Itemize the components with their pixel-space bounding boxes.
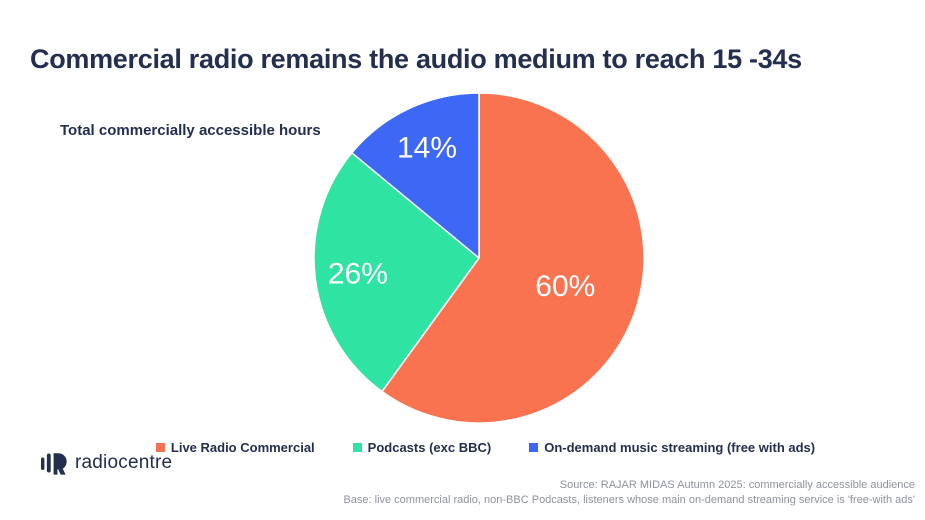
pie-slice-2 bbox=[351, 92, 480, 259]
source-line-1: Source: RAJAR MIDAS Autumn 2025: commerc… bbox=[559, 479, 915, 491]
legend-label: Podcasts (exc BBC) bbox=[367, 440, 492, 455]
legend-item-2: On-demand music streaming (free with ads… bbox=[529, 440, 815, 455]
source-note: Source: RAJAR MIDAS Autumn 2025: commerc… bbox=[343, 478, 915, 508]
legend-swatch-icon bbox=[529, 443, 539, 452]
pie-chart-svg: 60% 26% 14% bbox=[313, 92, 645, 424]
radiocentre-logo: radiocentre bbox=[40, 448, 172, 477]
chart-subtitle: Total commercially accessible hours bbox=[60, 122, 321, 139]
pie-chart: 60% 26% 14% bbox=[311, 90, 647, 426]
legend-swatch-icon bbox=[352, 443, 362, 452]
legend-item-0: Live Radio Commercial bbox=[155, 440, 315, 455]
source-line-2: Base: live commercial radio, non-BBC Pod… bbox=[343, 494, 915, 506]
page-title: Commercial radio remains the audio mediu… bbox=[30, 44, 802, 75]
pie-slice-value-label: 14% bbox=[397, 132, 457, 165]
legend-label: On-demand music streaming (free with ads… bbox=[544, 440, 816, 455]
pie-slice-1 bbox=[313, 152, 480, 393]
radiocentre-logo-icon bbox=[41, 453, 67, 475]
pie-slice-value-label: 60% bbox=[535, 270, 595, 303]
legend-swatch-icon bbox=[155, 443, 165, 452]
pie-slice-value-label: 26% bbox=[328, 257, 388, 290]
pie-slice-0 bbox=[381, 92, 645, 424]
legend-label: Live Radio Commercial bbox=[170, 440, 315, 455]
legend: Live Radio Commercial Podcasts (exc BBC) O… bbox=[23, 440, 925, 455]
legend-item-1: Podcasts (exc BBC) bbox=[352, 440, 492, 455]
radiocentre-logo-text: radiocentre bbox=[75, 451, 173, 473]
